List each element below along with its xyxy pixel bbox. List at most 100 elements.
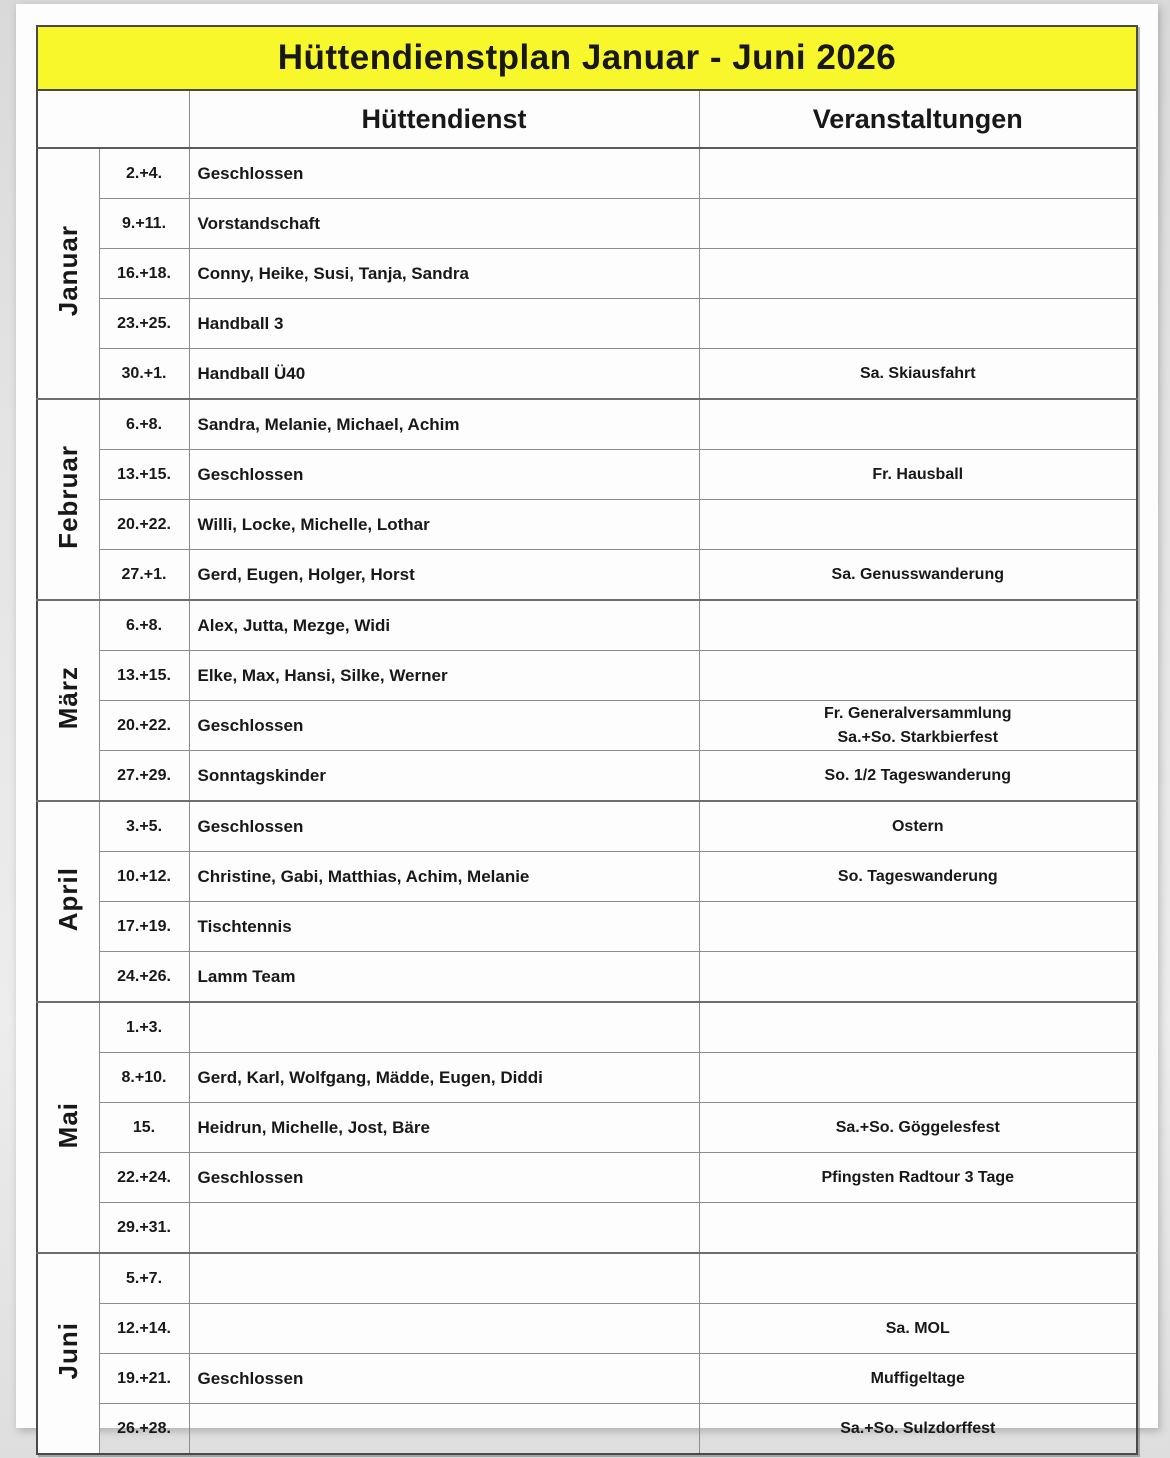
date-cell: 17.+19. [98,901,190,952]
table-row: 27.+1. Gerd, Eugen, Holger, Horst Sa. Genu… [37,549,1138,601]
dienst-cell: Geschlossen [188,800,700,852]
header-veranstaltungen: Veranstaltungen [698,89,1138,149]
table-row: 22.+24. Geschlossen Pfingsten Radtour 3 Ta… [37,1152,1138,1203]
event-cell [698,901,1138,952]
table-row: April 3.+5. Geschlossen Ostern [36,800,1138,1003]
month-label: Januar [52,225,83,317]
date-cell: 19.+21. [98,1353,190,1404]
title-row: Hüttendienstplan Januar - Juni 2026 [36,25,1138,91]
event-cell: Fr. Generalversammlung Sa.+So. Starkbier… [698,700,1138,751]
event-cell [698,499,1138,550]
date-cell: 20.+22. [98,700,190,751]
dienst-cell: Gerd, Karl, Wolfgang, Mädde, Eugen, Didd… [188,1052,700,1103]
date-cell: 6.+8. [98,398,190,450]
event-cell: So. 1/2 Tageswanderung [698,750,1138,802]
schedule-table: Hüttendienstplan Januar - Juni 2026 Hütt… [36,25,1139,1455]
table-row: 13.+15. Elke, Max, Hansi, Silke, Werner [37,650,1138,701]
date-cell: 24.+26. [98,951,190,1003]
event-cell: Sa. Genusswanderung [698,549,1138,601]
month-cell: Mai [36,1001,100,1254]
date-cell: 9.+11. [98,198,190,249]
table-row: Januar 2.+4. Geschlossen [36,147,1138,400]
table-row: Mai 1.+3. [36,1001,1138,1254]
event-cell [698,398,1138,450]
date-cell: 27.+1. [98,549,190,601]
dienst-cell: Elke, Max, Hansi, Silke, Werner [188,650,700,701]
date-cell: 2.+4. [98,147,190,199]
event-cell [698,650,1138,701]
table-row: 13.+15. Geschlossen Fr. Hausball [37,449,1138,500]
date-cell: 22.+24. [98,1152,190,1203]
header-blank-cell [36,89,190,149]
dienst-cell [188,1252,700,1304]
event-cell: Fr. Hausball [698,449,1138,500]
event-cell [698,599,1138,651]
dienst-cell: Lamm Team [188,951,700,1003]
dienst-cell: Geschlossen [188,449,700,500]
month-label: Juni [52,1322,83,1380]
dienst-cell: Handball Ü40 [188,348,700,400]
table-row: 20.+22. Willi, Locke, Michelle, Lothar [37,499,1138,550]
month-label: März [52,666,83,730]
event-cell [698,147,1138,199]
dienst-cell [188,1303,700,1354]
dienst-cell: Gerd, Eugen, Holger, Horst [188,549,700,601]
table-row: Februar 6.+8. Sandra, Melanie, Michael, Ac… [36,398,1138,601]
dienst-cell: Sonntagskinder [188,750,700,802]
page-title: Hüttendienstplan Januar - Juni 2026 [36,25,1138,91]
event-cell [698,1052,1138,1103]
date-cell: 5.+7. [98,1252,190,1304]
table-row: 15. Heidrun, Michelle, Jost, Bäre Sa.+So. … [37,1102,1138,1153]
dienst-cell: Geschlossen [188,147,700,199]
dienst-cell: Geschlossen [188,1152,700,1203]
dienst-cell: Willi, Locke, Michelle, Lothar [188,499,700,550]
event-cell: Pfingsten Radtour 3 Tage [698,1152,1138,1203]
table-row: 30.+1. Handball Ü40 Sa. Skiausfahrt [37,348,1138,400]
date-cell: 10.+12. [98,851,190,902]
date-cell: 23.+25. [98,298,190,349]
month-cell: Januar [36,147,100,400]
event-cell: Sa. MOL [698,1303,1138,1354]
month-cell: April [36,800,100,1003]
date-cell: 1.+3. [98,1001,190,1053]
date-cell: 15. [98,1102,190,1153]
event-cell [698,1001,1138,1053]
date-cell: 6.+8. [98,599,190,651]
month-cell: Juni [36,1252,100,1455]
event-cell: Muffigeltage [698,1353,1138,1404]
date-cell: 12.+14. [98,1303,190,1354]
table-row: 17.+19. Tischtennis [37,901,1138,952]
dienst-cell: Tischtennis [188,901,700,952]
event-cell: Sa.+So. Göggelesfest [698,1102,1138,1153]
table-row: 27.+29. Sonntagskinder So. 1/2 Tageswander… [37,750,1138,802]
event-cell [698,198,1138,249]
month-label: Februar [52,445,83,549]
dienst-cell: Sandra, Melanie, Michael, Achim [188,398,700,450]
header-huettendienst: Hüttendienst [188,89,700,149]
table-row: 29.+31. [37,1202,1138,1254]
table-row: 23.+25. Handball 3 [37,298,1138,349]
table-row: Juni 5.+7. [36,1252,1138,1455]
date-cell: 30.+1. [98,348,190,400]
document-page: Hüttendienstplan Januar - Juni 2026 Hütt… [16,4,1158,1455]
table-row: 8.+10. Gerd, Karl, Wolfgang, Mädde, Eugen… [37,1052,1138,1103]
date-cell: 27.+29. [98,750,190,802]
dienst-cell: Vorstandschaft [188,198,700,249]
table-row: 10.+12. Christine, Gabi, Matthias, Achim,… [37,851,1138,902]
date-cell: 13.+15. [98,449,190,500]
date-cell: 13.+15. [98,650,190,701]
table-row: 19.+21. Geschlossen Muffigeltage [37,1353,1138,1404]
date-cell: 8.+10. [98,1052,190,1103]
month-cell: März [36,599,100,802]
dienst-cell [188,1001,700,1053]
dienst-cell: Geschlossen [188,700,700,751]
date-cell: 3.+5. [98,800,190,852]
header-row: Hüttendienst Veranstaltungen [36,89,1138,149]
table-row: 12.+14. Sa. MOL [37,1303,1138,1354]
event-cell [698,1202,1138,1254]
schedule-body: Januar 2.+4. Geschlossen 9.+11. Vorstandscha… [36,147,1138,1455]
event-cell: Sa.+So. Sulzdorffest [698,1403,1138,1455]
event-cell: So. Tageswanderung [698,851,1138,902]
month-label: April [52,866,83,932]
dienst-cell: Christine, Gabi, Matthias, Achim, Melani… [188,851,700,902]
